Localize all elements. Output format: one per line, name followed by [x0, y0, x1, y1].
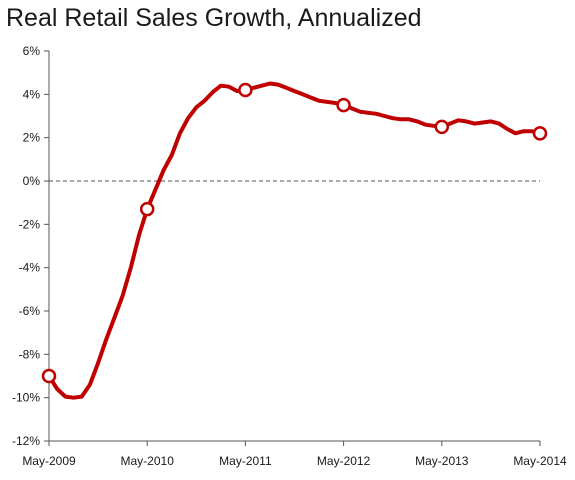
- y-tick-label: 0%: [23, 174, 41, 188]
- x-tick-label: May-2014: [513, 454, 567, 468]
- chart-title: Real Retail Sales Growth, Annualized: [6, 4, 422, 32]
- y-tick-label: -2%: [19, 217, 41, 231]
- x-tick-label: May-2012: [317, 454, 371, 468]
- y-tick-label: 6%: [23, 44, 41, 58]
- y-tick-label: 4%: [23, 87, 41, 101]
- y-tick-label: 2%: [23, 131, 41, 145]
- y-tick-label: -8%: [19, 347, 41, 361]
- y-tick-label: -10%: [12, 391, 40, 405]
- data-point-marker: [41, 368, 57, 384]
- series-line: [47, 81, 542, 400]
- y-tick-label: -4%: [19, 261, 41, 275]
- x-tick-label: May-2011: [219, 454, 272, 468]
- x-tick-label: May-2010: [121, 454, 175, 468]
- y-tick-label: -12%: [12, 434, 40, 448]
- y-tick-label: -6%: [19, 304, 41, 318]
- data-point-marker: [532, 126, 548, 141]
- data-point-marker: [434, 119, 450, 135]
- data-point-marker: [139, 201, 155, 217]
- x-tick-label: May-2013: [415, 454, 469, 468]
- data-point-marker: [238, 82, 253, 98]
- x-tick-label: May-2009: [22, 454, 76, 468]
- data-point-marker: [336, 97, 351, 113]
